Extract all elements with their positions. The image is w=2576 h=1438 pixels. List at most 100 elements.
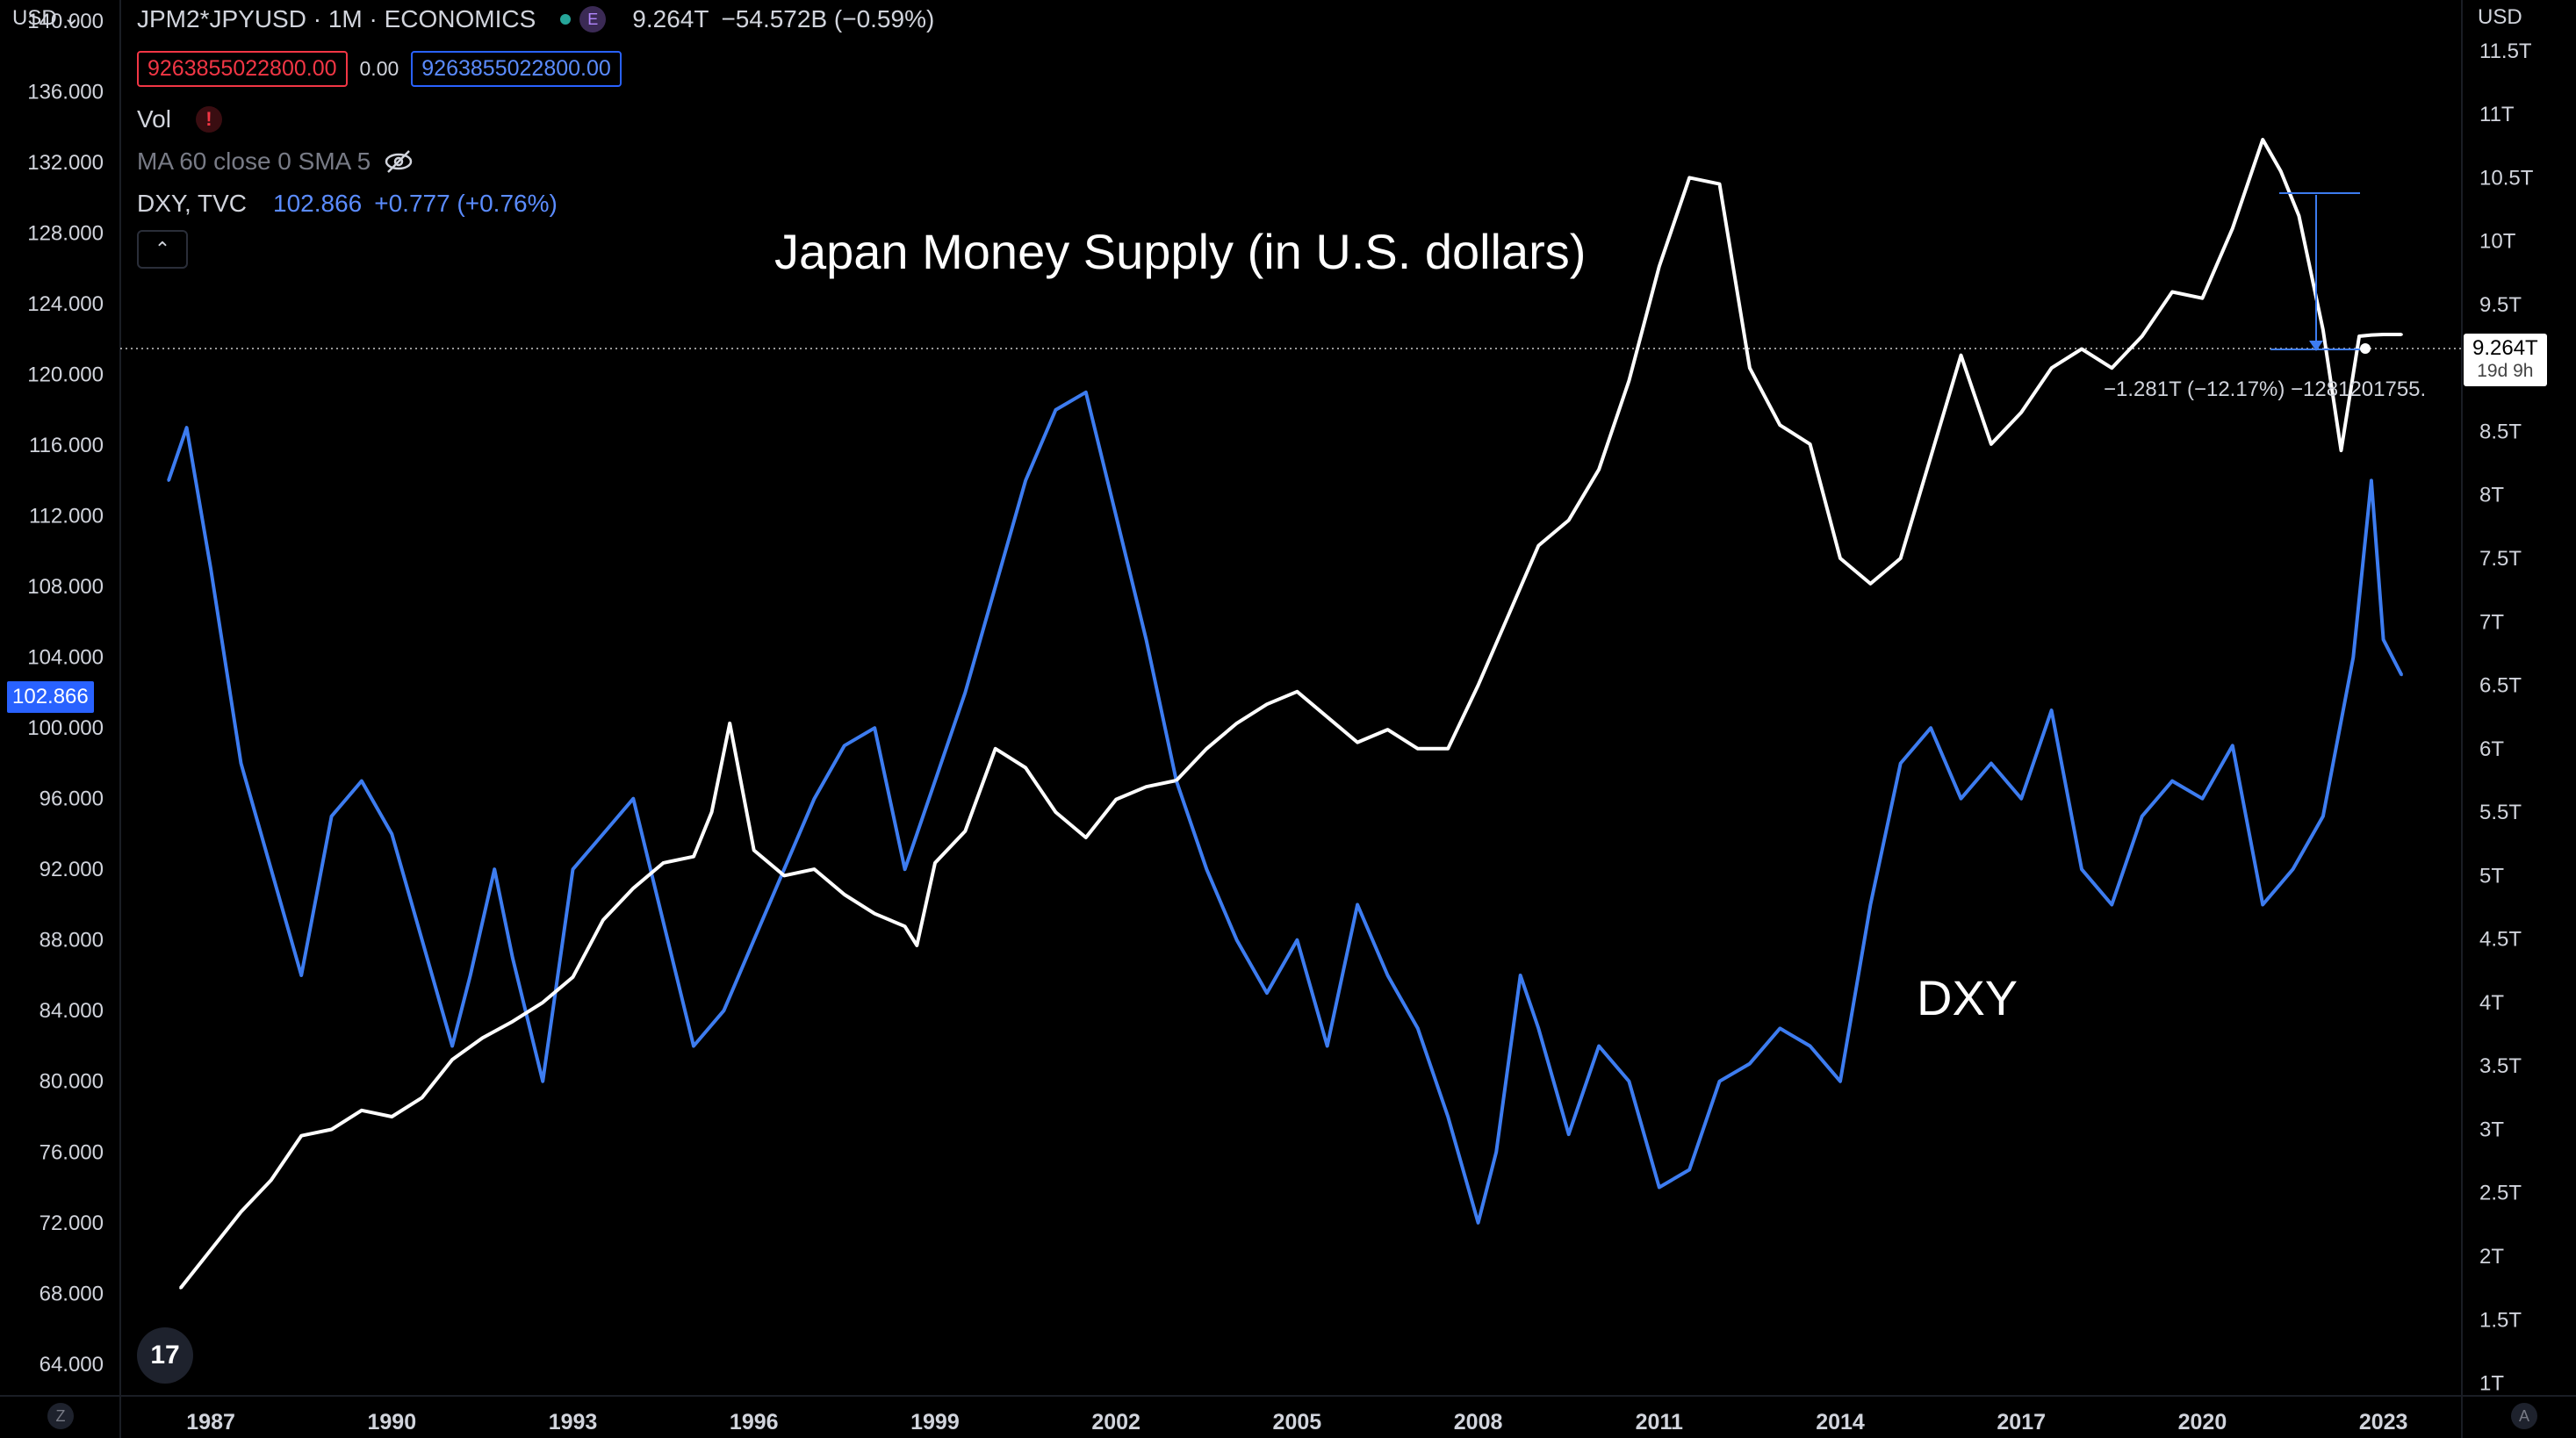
dxy-point [1597, 1045, 1601, 1047]
dxy-point [2200, 797, 2204, 801]
tradingview-logo-icon[interactable]: 17 [137, 1327, 193, 1384]
money-supply-point [873, 912, 876, 916]
title-annotation[interactable]: Japan Money Supply (in U.S. dollars) [774, 224, 1587, 279]
dxy-point [1295, 938, 1299, 942]
dxy-point [330, 815, 334, 818]
money-supply-point [1960, 354, 1962, 357]
left-tick-label: 128.000 [27, 222, 104, 246]
money-supply-point [903, 924, 907, 928]
money-supply-price-tag: 9.264T 19d 9h [2464, 334, 2547, 386]
measure-tool[interactable] [2270, 192, 2362, 351]
dxy-point [813, 797, 816, 801]
dxy-point [933, 780, 937, 783]
auto-scale-button[interactable]: A [2511, 1403, 2537, 1429]
right-tick-label: 11T [2479, 103, 2515, 126]
time-tick-label: 1987 [186, 1410, 235, 1434]
dxy-point [1446, 1115, 1450, 1118]
left-currency-selector[interactable]: USD ⌄ [12, 5, 80, 31]
chevron-down-icon: ⌄ [56, 6, 81, 30]
measure-arrow-head [2309, 341, 2323, 351]
money-supply-point [1114, 798, 1118, 802]
symbol-title[interactable]: JPM2*JPYUSD · 1M · ECONOMICS [137, 5, 536, 32]
right-tick-label: 11.5T [2479, 40, 2532, 63]
money-supply-point [240, 1210, 242, 1213]
money-supply-point [2297, 214, 2300, 218]
dxy-point [493, 867, 496, 871]
right-tick-label: 8.5T [2479, 420, 2522, 443]
left-tick-label: 104.000 [27, 646, 104, 670]
dxy-point [1084, 391, 1088, 394]
dxy-point [541, 1080, 544, 1083]
spread-value: 0.00 [359, 57, 399, 80]
money-supply-point [1416, 747, 1420, 751]
money-supply-point [2170, 291, 2174, 293]
time-tick-label: 2008 [1454, 1410, 1503, 1434]
dxy-annotation[interactable]: DXY [1917, 970, 2018, 1025]
price-tag-value: 9.264T [2472, 336, 2538, 360]
dxy-point [873, 726, 876, 730]
sell-button[interactable]: 9263855022800.00 [137, 51, 348, 87]
money-supply-point [1899, 557, 1903, 560]
money-supply-point [843, 893, 846, 896]
money-supply-point [933, 861, 937, 865]
main-series-legend-row[interactable]: JPM2*JPYUSD · 1M · ECONOMICS E 9.264T −5… [137, 5, 934, 33]
dxy-point [1024, 478, 1027, 482]
time-axis[interactable]: 1987 1990 1993 1996 1999 2002 2005 2008 2011 2014… [186, 1410, 2407, 1434]
dxy-point [2231, 744, 2234, 747]
vol-legend-row[interactable]: Vol ! [137, 105, 222, 133]
right-tick-label: 3T [2479, 1118, 2504, 1141]
right-tick-label: 5T [2479, 864, 2504, 888]
money-supply-series-line[interactable] [179, 138, 2402, 1290]
money-supply-point [360, 1109, 363, 1112]
dxy-point [1687, 1168, 1691, 1171]
warning-icon[interactable]: ! [195, 106, 222, 133]
dxy-point [752, 938, 756, 942]
money-supply-point [2019, 411, 2023, 414]
money-supply-point [1145, 785, 1148, 788]
money-supply-point [1386, 728, 1389, 731]
dxy-point [1494, 1150, 1498, 1154]
money-supply-point [692, 855, 695, 859]
dxy-point [270, 867, 273, 871]
buy-button[interactable]: 9263855022800.00 [411, 51, 622, 87]
left-tick-label: 132.000 [27, 151, 104, 175]
time-tick-label: 1999 [910, 1410, 960, 1434]
money-supply-point [631, 887, 635, 890]
left-tick-label: 64.000 [40, 1353, 104, 1377]
collapse-legend-button[interactable]: ⌃ [137, 230, 188, 269]
dxy-legend-row[interactable]: DXY, TVC 102.866 +0.777 (+0.76%) [137, 190, 558, 218]
money-supply-point [1748, 366, 1752, 370]
right-tick-label: 1T [2479, 1372, 2504, 1396]
left-tick-label: 100.000 [27, 716, 104, 740]
money-supply-point [1838, 557, 1842, 560]
money-supply-series-points [179, 138, 2403, 1290]
zoom-corner-button[interactable]: Z [47, 1403, 74, 1429]
money-supply-point [1809, 442, 1812, 446]
dxy-point [390, 832, 393, 836]
right-tick-label: 9.5T [2479, 293, 2522, 317]
dxy-point [1567, 1132, 1571, 1136]
left-price-axis[interactable]: 140.000 136.000 132.000 128.000 124.000 120.0… [27, 10, 104, 1377]
right-currency-label[interactable]: USD [2478, 5, 2522, 29]
ma-legend-row[interactable]: MA 60 close 0 SMA 5 [137, 147, 414, 176]
dxy-point [299, 974, 303, 977]
time-tick-label: 2023 [2359, 1410, 2408, 1434]
money-supply-point [728, 722, 731, 725]
dxy-point [1265, 991, 1269, 995]
money-supply-point [1658, 265, 1661, 268]
money-supply-point [2340, 449, 2342, 452]
time-tick-label: 2020 [2178, 1410, 2227, 1434]
money-supply-point [1265, 702, 1269, 706]
dxy-point [2170, 780, 2174, 783]
dxy-point [2110, 903, 2113, 906]
dxy-point [2321, 815, 2325, 818]
time-tick-label: 2005 [1273, 1410, 1322, 1434]
hidden-eye-icon[interactable] [383, 149, 414, 174]
order-row: 9263855022800.00 0.00 9263855022800.00 [137, 51, 622, 87]
dxy-point [1416, 1026, 1420, 1030]
last-value: 9.264T [632, 5, 709, 32]
money-supply-point [1536, 544, 1540, 547]
dxy-point [1627, 1080, 1630, 1083]
